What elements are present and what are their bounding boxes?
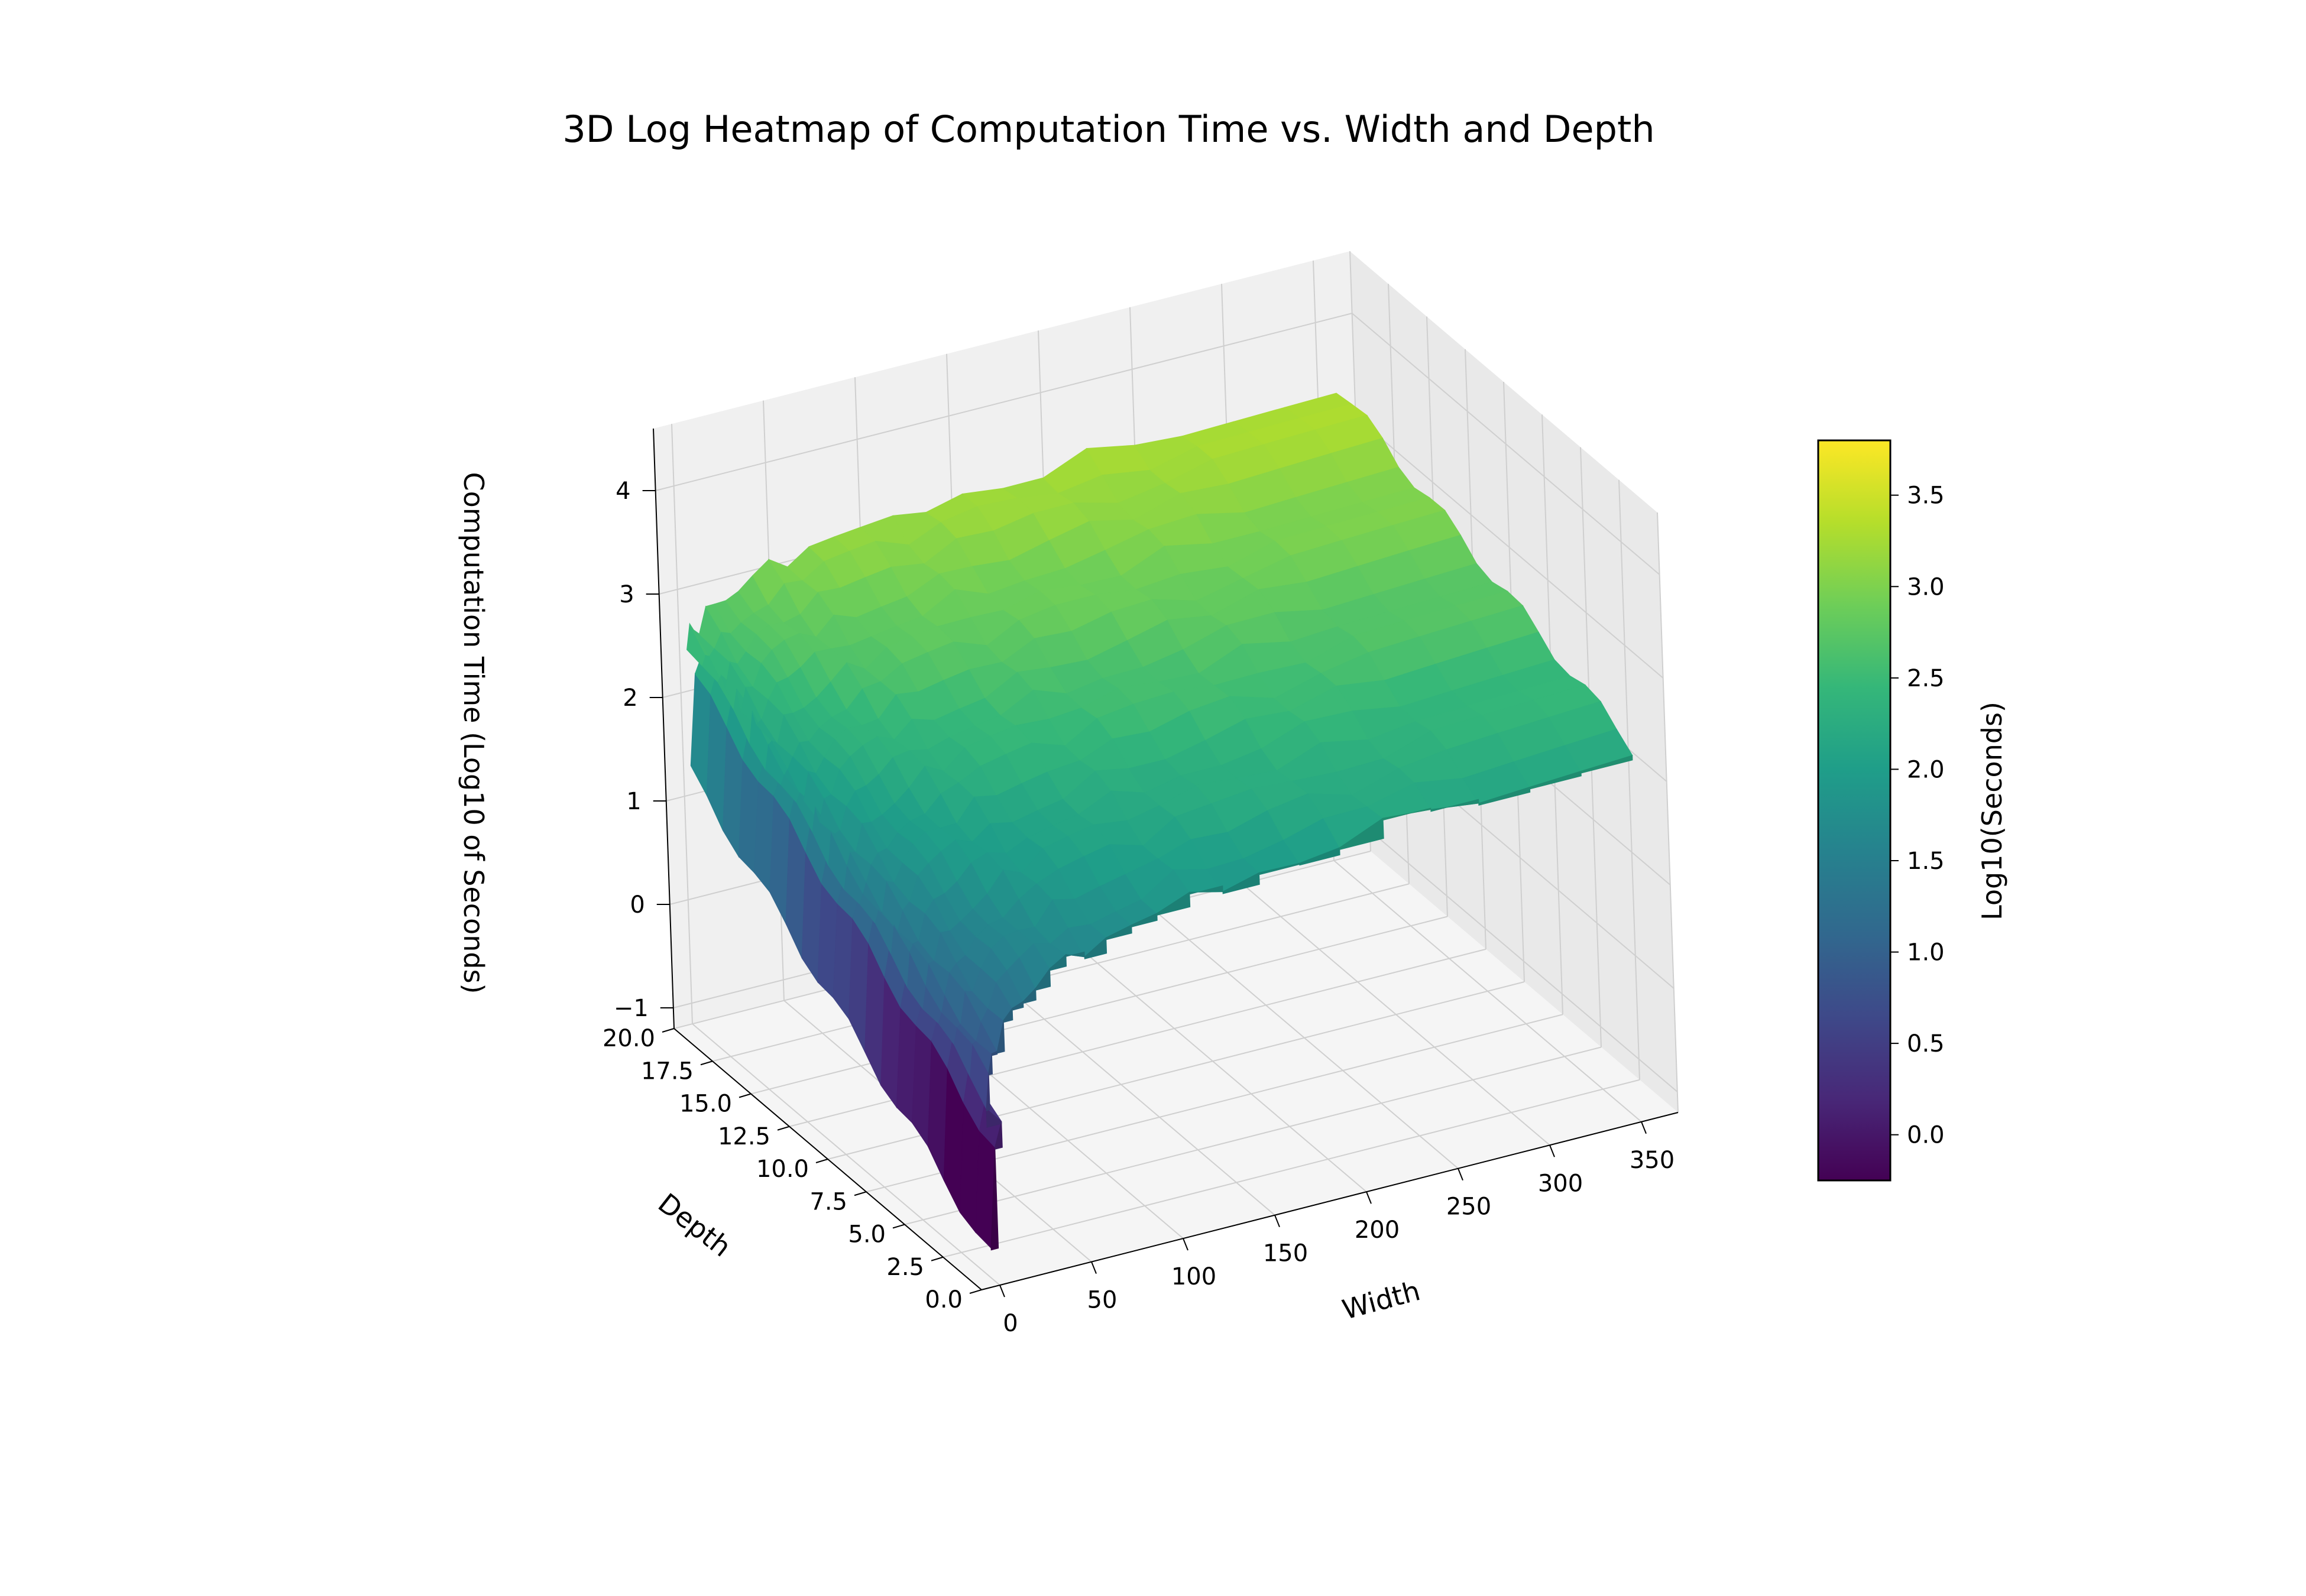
surface-edge — [1065, 951, 1085, 958]
grid-line — [1355, 416, 1664, 679]
z-axis-line — [653, 428, 675, 1029]
y-tick-mark — [969, 1289, 982, 1294]
y-tick-label: 10.0 — [756, 1156, 809, 1183]
z-axis-label: Computation Time (Log10 of Seconds) — [458, 472, 490, 994]
x-tick-label: 300 — [1538, 1170, 1583, 1197]
surface-edge — [1339, 818, 1384, 851]
grid-line — [655, 313, 1352, 491]
x-tick-mark — [1274, 1215, 1280, 1228]
surface-edge — [1580, 755, 1633, 774]
colorbar-tick-label: 0.0 — [1907, 1122, 1945, 1149]
grid-line — [712, 883, 1410, 1062]
surface-edge — [1106, 924, 1132, 940]
surface-edge — [1131, 913, 1158, 927]
surface-edge — [1478, 786, 1531, 806]
grid-line — [1351, 313, 1660, 575]
x-tick-mark — [1458, 1168, 1463, 1181]
z-tick-label: 4 — [616, 478, 630, 505]
grid-line — [1657, 512, 1679, 1113]
surface-edge — [1084, 937, 1107, 959]
axes: 0 50 100 150 200 250 300 350 0.02.55.07.510.0 12.… — [603, 428, 1679, 1337]
y-tick-label: 7.5 — [809, 1188, 847, 1215]
x-tick-mark — [1366, 1191, 1372, 1204]
x-tick-mark — [1549, 1144, 1555, 1157]
x-axis-line — [981, 1112, 1679, 1290]
chart-title: 3D Log Heatmap of Computation Time vs. W… — [562, 108, 1654, 151]
grid-line — [904, 1046, 1602, 1225]
y-tick-label: 5.0 — [848, 1221, 886, 1248]
y-tick-label: 15.0 — [679, 1091, 732, 1118]
y-tick-label: 0.0 — [925, 1286, 963, 1313]
colorbar-label: Log10(Seconds) — [1976, 702, 2008, 920]
colorbar-tick-label: 1.0 — [1907, 939, 1945, 966]
y-tick-label: 12.5 — [718, 1123, 770, 1150]
surface-edge — [996, 1020, 1005, 1054]
colorbar-ticks: 0.0 0.5 1.0 1.5 2.0 2.5 3.0 3.5 — [1890, 482, 1945, 1149]
y-tick-mark — [815, 1159, 828, 1163]
y-tick-mark — [700, 1060, 713, 1066]
x-tick-mark — [1641, 1121, 1647, 1134]
surface-edge — [1189, 885, 1223, 895]
x-tick-label: 100 — [1171, 1263, 1216, 1290]
surface-edge — [986, 1108, 1002, 1128]
surface-edge — [1529, 770, 1582, 790]
colorbar-tick-label: 3.5 — [1907, 482, 1945, 510]
colorbar — [1817, 439, 1892, 1182]
colorbar-tick-label: 2.5 — [1907, 665, 1945, 692]
colorbar-tick-label: 0.5 — [1907, 1030, 1945, 1057]
z-tick-label: 3 — [619, 581, 634, 608]
surface-edge — [1430, 799, 1479, 812]
y-tick-mark — [739, 1093, 752, 1098]
x-tick-mark — [999, 1284, 1005, 1297]
surface-edge — [1035, 967, 1051, 991]
x-tick-label: 0 — [1003, 1310, 1018, 1337]
x-tick-mark — [1091, 1261, 1097, 1274]
surface-edge — [1003, 1007, 1013, 1023]
y-tick-mark — [892, 1224, 905, 1229]
surface-edge — [1022, 987, 1037, 1004]
z-tick-label: −1 — [614, 995, 649, 1022]
surface-edge — [1222, 872, 1260, 894]
grid-line — [750, 916, 1448, 1095]
x-tick-mark — [1183, 1238, 1188, 1251]
x-tick-label: 50 — [1087, 1287, 1118, 1314]
y-tick-label: 2.5 — [886, 1254, 924, 1281]
surface-edge — [1157, 891, 1191, 916]
surface-edge — [995, 1121, 1003, 1150]
x-axis-label: Width — [1339, 1274, 1423, 1326]
surface-edge — [1049, 953, 1067, 971]
y-tick-mark — [777, 1125, 790, 1131]
grid-line — [671, 424, 693, 1024]
surface-edge — [986, 1073, 990, 1111]
y-axis-label: Depth — [652, 1187, 737, 1263]
colorbar-tick-label: 3.0 — [1907, 573, 1945, 601]
surface-edge — [1012, 1001, 1024, 1011]
z-tick-label: 0 — [630, 891, 644, 919]
y-tick-mark — [854, 1191, 867, 1196]
z-tick-label: 1 — [626, 788, 641, 815]
x-tick-label: 250 — [1446, 1193, 1491, 1221]
surface-plot — [686, 392, 1633, 1251]
surface-edge — [1382, 807, 1431, 821]
grid-line — [1369, 830, 1678, 1092]
x-tick-label: 150 — [1263, 1240, 1308, 1267]
colorbar-tick-label: 2.0 — [1907, 756, 1945, 783]
surface-edge — [990, 1147, 999, 1251]
y-tick-mark — [931, 1256, 944, 1261]
surface-edge — [1299, 847, 1340, 866]
x-tick-label: 350 — [1630, 1147, 1675, 1174]
grid-line — [1618, 479, 1640, 1080]
y-tick-mark — [662, 1028, 675, 1033]
grid-line — [943, 1079, 1640, 1258]
y-tick-label: 20.0 — [603, 1025, 655, 1052]
surface-edge — [988, 1053, 993, 1076]
x-tick-label: 200 — [1355, 1217, 1400, 1244]
colorbar-tick-label: 1.5 — [1907, 848, 1945, 875]
surface-edge — [991, 1050, 998, 1056]
y-tick-label: 17.5 — [641, 1057, 694, 1085]
z-tick-label: 2 — [623, 685, 637, 712]
